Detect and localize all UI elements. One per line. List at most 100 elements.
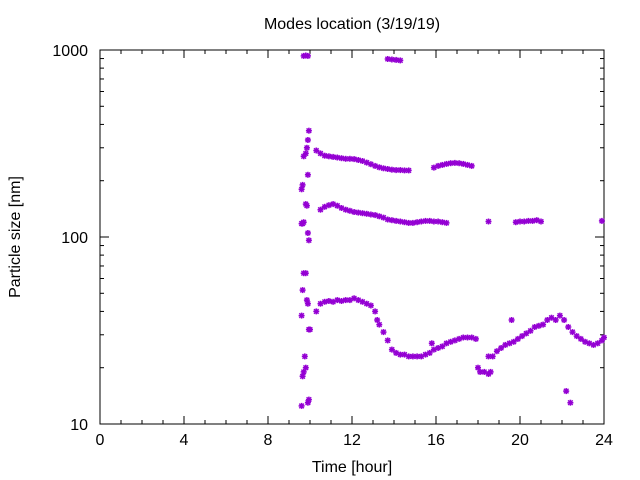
data-point [598, 217, 605, 224]
x-tick-label-3: 12 [343, 432, 361, 449]
data-point [304, 300, 311, 307]
data-point [397, 167, 404, 174]
data-point [298, 402, 305, 409]
data-point [388, 166, 395, 173]
data-point [556, 312, 563, 319]
data-point [374, 317, 381, 323]
data-point [565, 324, 572, 330]
data-point [317, 206, 324, 213]
data-point [300, 219, 307, 226]
tick-labels: 0 4 8 12 16 20 24 10 100 1000 [52, 43, 613, 449]
data-point [577, 335, 584, 342]
data-point [401, 219, 408, 226]
data-point [397, 57, 404, 64]
data-point [451, 337, 458, 344]
data-point [355, 157, 362, 163]
data-point [299, 373, 306, 380]
data-point [342, 206, 349, 213]
data-point [510, 338, 517, 345]
data-point [527, 327, 534, 334]
x-tick-label-2: 8 [264, 432, 273, 449]
data-point [304, 52, 311, 59]
chart-title: Modes location (3/19/19) [264, 16, 440, 33]
data-point [346, 155, 353, 162]
data-point [302, 150, 309, 157]
x-tick-label-6: 24 [595, 432, 613, 449]
data-point [563, 388, 570, 395]
data-point [305, 396, 312, 403]
data-point [376, 321, 383, 328]
y-tick-label-1: 100 [61, 230, 88, 247]
data-point [298, 312, 305, 319]
data-point [485, 218, 492, 225]
data-point [334, 297, 341, 304]
data-point [367, 302, 374, 309]
data-point [304, 137, 311, 143]
data-point [443, 219, 450, 226]
data-point [302, 364, 309, 371]
data-point [439, 343, 446, 350]
data-point [304, 230, 311, 236]
data-point [517, 218, 523, 225]
data-point [567, 399, 574, 406]
data-point [313, 147, 320, 154]
data-point [569, 329, 576, 336]
data-point [573, 333, 580, 340]
y-tick-label-2: 1000 [52, 43, 88, 60]
data-point [380, 329, 387, 336]
data-point [300, 368, 307, 375]
data-point [302, 270, 309, 277]
data-point [460, 160, 467, 167]
x-tick-label-4: 16 [427, 432, 445, 449]
x-axis-label: Time [hour] [312, 459, 392, 476]
data-point [464, 334, 471, 341]
data-point [426, 349, 433, 356]
plot-frame [99, 49, 605, 425]
y-axis-label: Particle size [nm] [7, 176, 24, 298]
data-point [472, 335, 479, 342]
data-point [298, 186, 305, 193]
y-tick-label-0: 10 [70, 417, 88, 434]
data-point [439, 161, 446, 168]
data-point [601, 334, 607, 341]
data-point [325, 202, 332, 209]
data-point [552, 317, 559, 323]
data-point [435, 162, 442, 169]
data-point [561, 317, 568, 323]
x-tick-label-1: 4 [180, 432, 189, 449]
data-point [540, 321, 547, 328]
data-point [372, 308, 379, 315]
data-point [514, 335, 521, 342]
data-point [498, 345, 505, 351]
data-point [443, 160, 450, 167]
data-point [299, 181, 306, 188]
data-point [342, 297, 349, 304]
data-point [303, 144, 310, 151]
data-point [468, 162, 475, 169]
data-point [493, 348, 500, 355]
data-point [519, 333, 526, 340]
data-point [307, 326, 313, 333]
data-point [301, 353, 308, 360]
data-points [298, 52, 607, 409]
data-point [299, 287, 306, 294]
data-point [304, 171, 311, 178]
data-point [428, 340, 435, 347]
data-point [313, 308, 320, 315]
x-tick-label-0: 0 [96, 432, 105, 449]
data-point [523, 330, 530, 337]
data-point [384, 337, 391, 344]
data-point [303, 202, 310, 209]
data-point [487, 368, 494, 375]
data-point [376, 164, 383, 171]
data-point [582, 338, 589, 345]
data-point [538, 218, 544, 225]
data-point [594, 340, 601, 347]
data-point [508, 317, 515, 323]
data-point [305, 237, 312, 244]
data-point [414, 353, 421, 360]
data-point [489, 353, 496, 360]
x-tick-label-5: 20 [511, 432, 529, 449]
data-point [405, 167, 412, 174]
